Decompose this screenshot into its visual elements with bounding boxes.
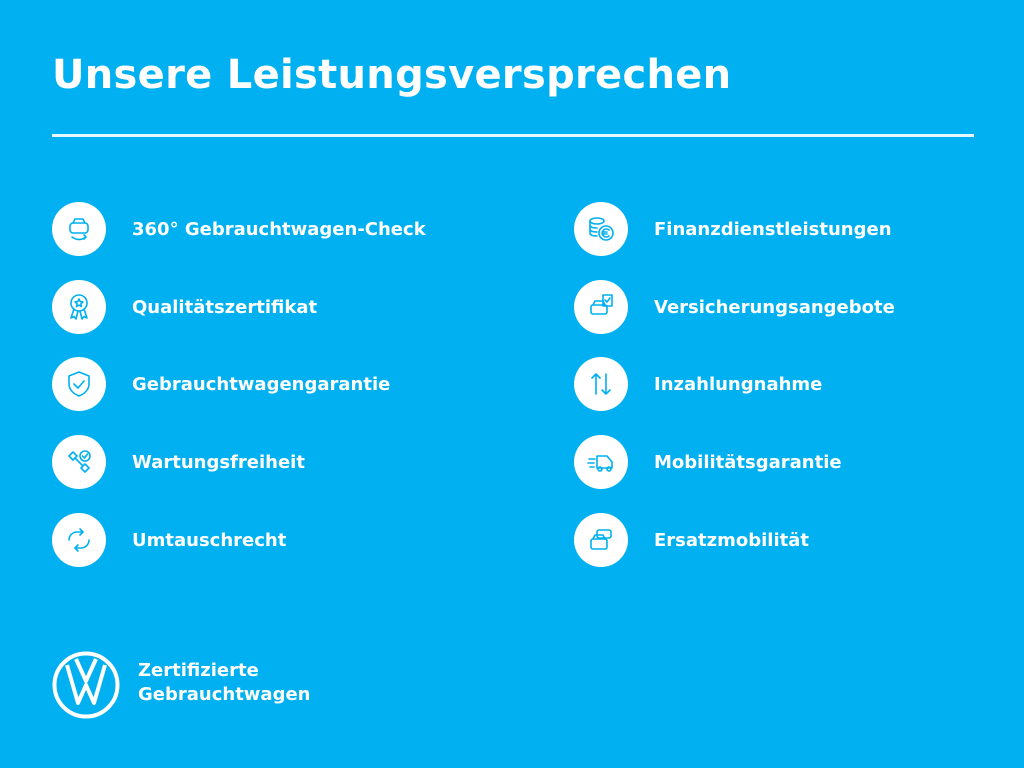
service-item: Inzahlungnahme xyxy=(574,356,822,412)
service-label: Inzahlungnahme xyxy=(654,373,823,395)
brand-text: Zertifizierte Gebrauchtwagen xyxy=(138,659,310,707)
service-label: Mobilitätsgarantie xyxy=(654,451,842,473)
arrows-up-down-icon xyxy=(574,357,628,411)
service-label: 360° Gebrauchtwagen-Check xyxy=(132,218,426,240)
service-label: Ersatzmobilität xyxy=(654,529,809,551)
service-label: Wartungsfreiheit xyxy=(132,451,305,473)
service-label: Qualitätszertifikat xyxy=(132,296,318,318)
service-item: Versicherungsangebote xyxy=(574,279,895,335)
car-document-icon xyxy=(574,280,628,334)
service-label: Umtauschrecht xyxy=(132,529,287,551)
cars-icon xyxy=(574,513,628,567)
exchange-icon xyxy=(52,513,106,567)
service-item: Qualitätszertifikat xyxy=(52,279,317,335)
service-label: Gebrauchtwagengarantie xyxy=(132,373,391,395)
service-label: Versicherungsangebote xyxy=(654,296,895,318)
coins-euro-icon xyxy=(574,202,628,256)
vw-logo xyxy=(52,651,120,719)
award-icon xyxy=(52,280,106,334)
page-title: Unsere Leistungsversprechen xyxy=(52,52,732,98)
divider xyxy=(52,134,974,137)
service-item: Gebrauchtwagengarantie xyxy=(52,356,390,412)
brand-line-2: Gebrauchtwagen xyxy=(138,684,311,705)
brand-line-1: Zertifizierte xyxy=(138,660,259,681)
wrench-check-icon xyxy=(52,435,106,489)
service-label: Finanzdienstleistungen xyxy=(654,218,892,240)
service-item: Mobilitätsgarantie xyxy=(574,434,842,490)
service-item: Ersatzmobilität xyxy=(574,512,809,568)
service-item: Wartungsfreiheit xyxy=(52,434,305,490)
service-item: Umtauschrecht xyxy=(52,512,286,568)
service-item: 360° Gebrauchtwagen-Check xyxy=(52,201,426,257)
service-item: Finanzdienstleistungen xyxy=(574,201,892,257)
tow-truck-icon xyxy=(574,435,628,489)
shield-check-icon xyxy=(52,357,106,411)
car-check-icon xyxy=(52,202,106,256)
